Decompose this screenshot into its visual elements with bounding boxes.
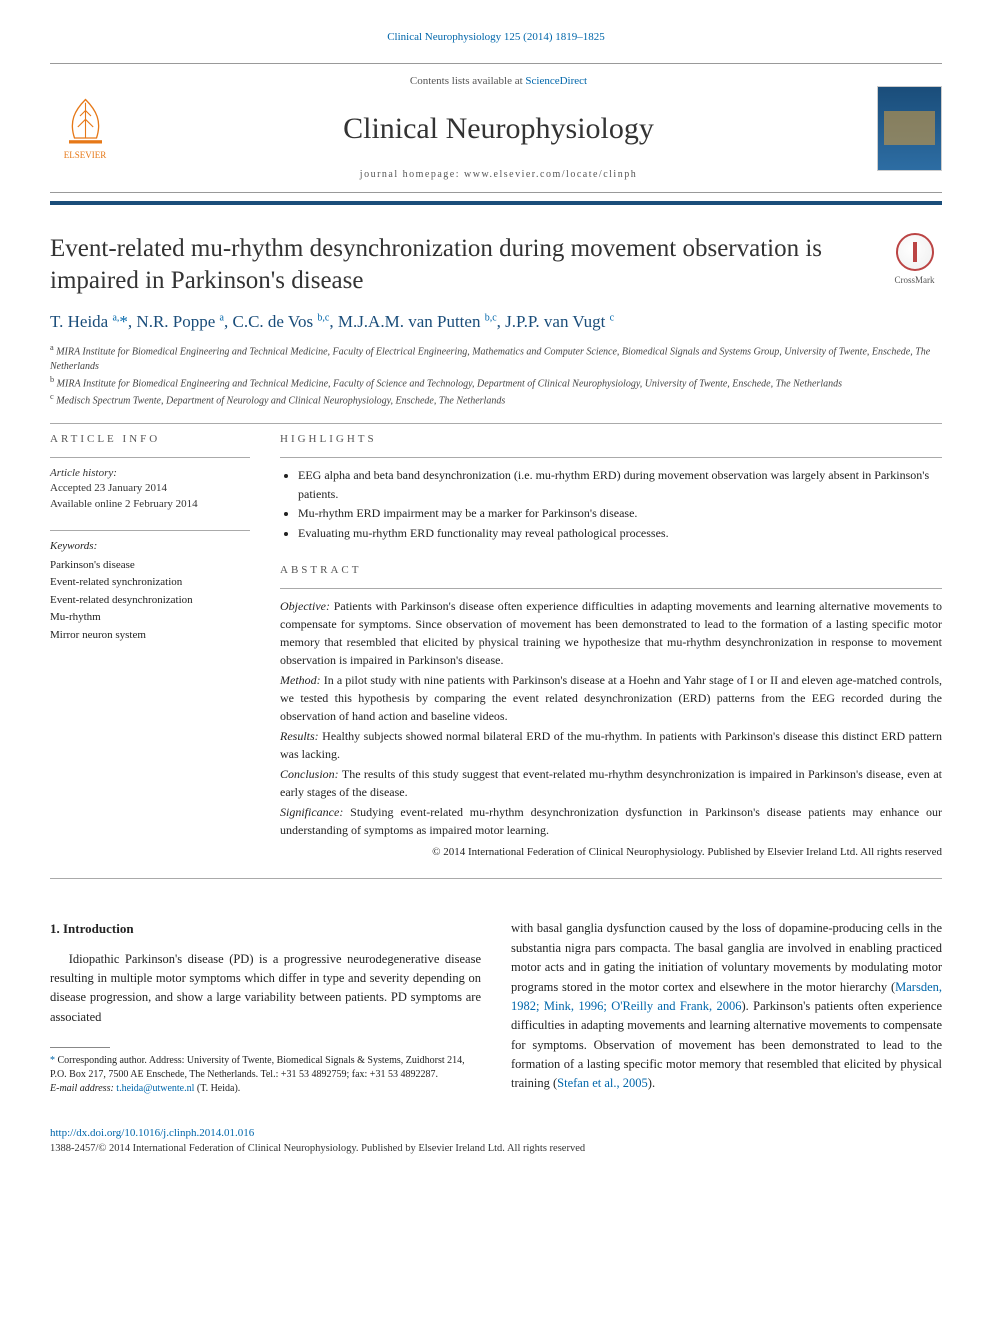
crossmark-badge[interactable]: CrossMark [887, 233, 942, 287]
keywords-label: Keywords: [50, 539, 250, 554]
highlight-item: Mu-rhythm ERD impairment may be a marker… [298, 504, 942, 523]
elsevier-tree-icon [58, 94, 113, 149]
crossmark-icon [896, 233, 934, 271]
divider [50, 878, 942, 879]
divider [50, 530, 250, 531]
divider [50, 423, 942, 424]
contents-lists-line: Contents lists available at ScienceDirec… [140, 74, 857, 89]
highlights-list: EEG alpha and beta band desynchronizatio… [280, 466, 942, 543]
divider [280, 457, 942, 458]
citation-link[interactable]: Stefan et al., 2005 [557, 1076, 648, 1090]
divider [50, 457, 250, 458]
corresponding-author-footnote: * Corresponding author. Address: Univers… [50, 1054, 481, 1096]
elsevier-logo: ELSEVIER [50, 88, 120, 168]
issn-copyright: 1388-2457/© 2014 International Federatio… [50, 1142, 942, 1157]
journal-homepage: journal homepage: www.elsevier.com/locat… [140, 168, 857, 182]
abstract-copyright: © 2014 International Federation of Clini… [280, 845, 942, 860]
article-title: Event-related mu-rhythm desynchronizatio… [50, 233, 867, 298]
highlights-label: highlights [280, 432, 942, 447]
journal-header: ELSEVIER Contents lists available at Sci… [50, 63, 942, 192]
article-history: Article history: Accepted 23 January 201… [50, 466, 250, 512]
abstract-body: Objective: Patients with Parkinson's dis… [280, 597, 942, 839]
intro-paragraph-1: Idiopathic Parkinson's disease (PD) is a… [50, 950, 481, 1028]
authors-list: T. Heida a,*, N.R. Poppe a, C.C. de Vos … [50, 310, 942, 334]
body-column-left: 1. Introduction Idiopathic Parkinson's d… [50, 919, 481, 1096]
affiliations: a MIRA Institute for Biomedical Engineer… [50, 342, 942, 409]
body-column-right: with basal ganglia dysfunction caused by… [511, 919, 942, 1096]
footnote-separator [50, 1047, 110, 1048]
accent-bar [50, 201, 942, 205]
sciencedirect-link[interactable]: ScienceDirect [525, 75, 587, 87]
article-info-label: article info [50, 432, 250, 447]
abstract-label: abstract [280, 563, 942, 578]
highlight-item: EEG alpha and beta band desynchronizatio… [298, 466, 942, 504]
highlight-item: Evaluating mu-rhythm ERD functionality m… [298, 524, 942, 543]
footer: http://dx.doi.org/10.1016/j.clinph.2014.… [50, 1126, 942, 1156]
keywords-list: Parkinson's diseaseEvent-related synchro… [50, 557, 250, 645]
divider [280, 588, 942, 589]
header-citation: Clinical Neurophysiology 125 (2014) 1819… [50, 30, 942, 45]
intro-paragraph-2: with basal ganglia dysfunction caused by… [511, 919, 942, 1093]
corr-email-link[interactable]: t.heida@utwente.nl [116, 1083, 194, 1094]
doi-link[interactable]: http://dx.doi.org/10.1016/j.clinph.2014.… [50, 1127, 254, 1139]
journal-cover-thumbnail [877, 86, 942, 171]
section-heading-introduction: 1. Introduction [50, 919, 481, 939]
journal-name: Clinical Neurophysiology [140, 108, 857, 150]
